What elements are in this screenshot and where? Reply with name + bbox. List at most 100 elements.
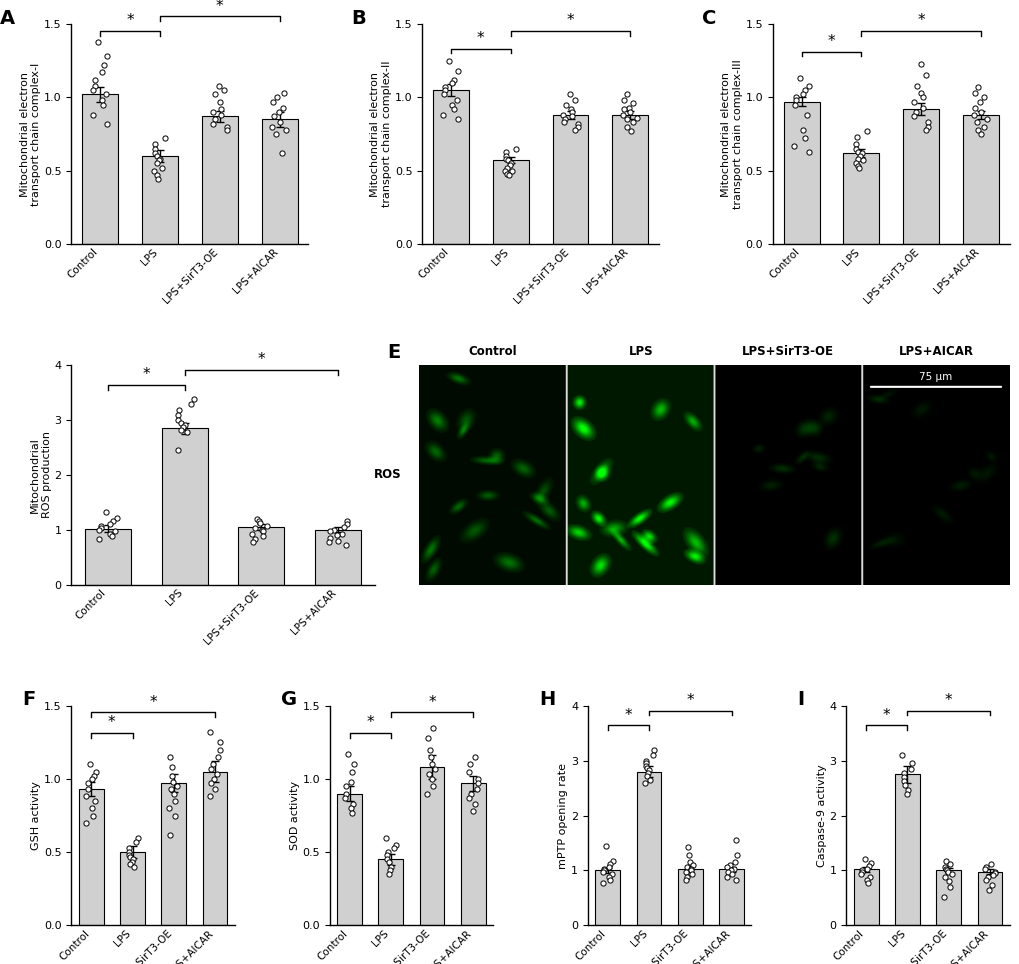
- Point: [859, 875, 875, 891]
- Text: *: *: [826, 34, 835, 49]
- Point: [121, 844, 138, 860]
- Bar: [461, 784, 485, 925]
- Point: [569, 116, 585, 131]
- Point: [337, 537, 354, 552]
- Text: *: *: [944, 693, 952, 708]
- Point: [105, 514, 121, 529]
- Point: [425, 720, 441, 736]
- Point: [977, 859, 994, 874]
- Point: [645, 742, 661, 758]
- Point: [614, 107, 631, 122]
- Point: [848, 137, 864, 152]
- Point: [917, 67, 933, 83]
- Point: [440, 53, 457, 68]
- Point: [640, 765, 656, 781]
- Point: [983, 877, 1000, 893]
- Point: [601, 856, 618, 871]
- Point: [858, 123, 874, 139]
- Bar: [86, 528, 131, 585]
- Point: [446, 72, 463, 88]
- Point: [463, 786, 479, 801]
- Point: [497, 151, 514, 167]
- Text: *: *: [108, 715, 115, 731]
- Point: [320, 534, 336, 549]
- Point: [914, 90, 930, 105]
- Point: [462, 757, 478, 772]
- Point: [680, 847, 696, 863]
- Point: [628, 110, 644, 125]
- Point: [912, 85, 928, 100]
- Point: [679, 859, 695, 874]
- Y-axis label: SOD activity: SOD activity: [289, 781, 300, 850]
- Point: [335, 520, 352, 535]
- Point: [172, 422, 189, 438]
- Point: [203, 776, 219, 791]
- Point: [499, 152, 516, 168]
- Point: [717, 870, 734, 885]
- Bar: [337, 793, 362, 925]
- Point: [786, 138, 802, 153]
- Point: [271, 115, 287, 130]
- Bar: [202, 117, 237, 244]
- Point: [152, 151, 168, 167]
- Point: [91, 522, 107, 538]
- Text: I: I: [797, 690, 804, 710]
- Bar: [83, 94, 118, 244]
- Point: [209, 766, 225, 782]
- Point: [468, 782, 484, 797]
- Point: [247, 521, 263, 536]
- Bar: [492, 160, 528, 244]
- Point: [170, 408, 186, 423]
- Point: [554, 107, 571, 122]
- Text: B: B: [351, 9, 366, 28]
- Point: [380, 855, 396, 870]
- Point: [894, 747, 910, 763]
- Y-axis label: GSH activity: GSH activity: [32, 781, 41, 850]
- Point: [168, 779, 184, 794]
- Point: [264, 119, 280, 134]
- Point: [154, 160, 170, 175]
- Text: *: *: [143, 367, 150, 382]
- Point: [422, 749, 438, 764]
- Point: [798, 107, 814, 122]
- Point: [564, 109, 580, 124]
- Point: [976, 872, 993, 888]
- Text: *: *: [216, 0, 223, 13]
- Point: [556, 112, 573, 127]
- Point: [379, 844, 395, 860]
- Point: [972, 104, 988, 120]
- Bar: [678, 869, 702, 925]
- Point: [124, 852, 141, 868]
- Point: [87, 793, 103, 809]
- Point: [941, 879, 957, 895]
- Point: [274, 100, 290, 116]
- Point: [129, 830, 146, 845]
- Point: [177, 417, 194, 433]
- Point: [625, 95, 641, 111]
- Point: [99, 48, 115, 64]
- Text: LPS+SirT3-OE: LPS+SirT3-OE: [742, 345, 834, 359]
- Point: [147, 146, 163, 161]
- Point: [84, 771, 100, 787]
- Point: [102, 526, 118, 542]
- Point: [147, 137, 163, 152]
- Point: [728, 872, 744, 888]
- Point: [427, 761, 443, 776]
- Point: [470, 771, 486, 787]
- Point: [161, 800, 177, 816]
- Bar: [935, 870, 960, 925]
- Point: [211, 78, 227, 94]
- Point: [342, 800, 359, 816]
- Point: [974, 119, 990, 134]
- Point: [377, 830, 393, 845]
- Point: [978, 112, 995, 127]
- Point: [386, 840, 403, 855]
- Point: [444, 97, 461, 113]
- Point: [899, 782, 915, 797]
- Point: [917, 121, 933, 137]
- Point: [98, 504, 114, 520]
- Point: [555, 115, 572, 130]
- Point: [638, 768, 654, 784]
- Point: [203, 761, 219, 776]
- Point: [467, 796, 483, 812]
